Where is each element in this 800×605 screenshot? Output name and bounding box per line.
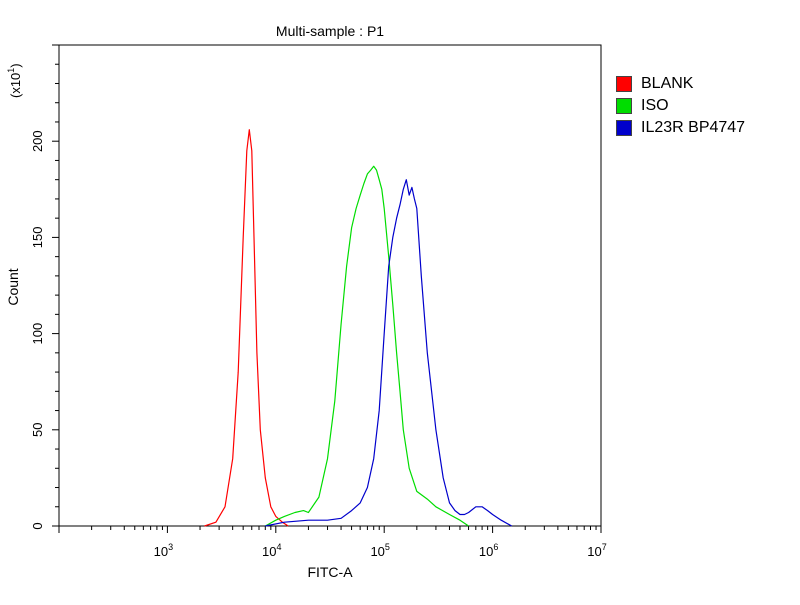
legend-swatch-blank	[616, 76, 632, 92]
y-multiplier-prefix: (x10	[8, 73, 23, 98]
x-tick-label: 105	[370, 542, 389, 559]
y-tick-label: 200	[30, 130, 45, 152]
series-line-iso	[265, 165, 469, 527]
x-tick-label: 107	[587, 542, 606, 559]
legend-label-iso: ISO	[641, 97, 669, 114]
x-tick-label: 103	[154, 542, 173, 559]
y-axis-label: Count	[5, 268, 21, 305]
x-axis-label: FITC-A	[307, 564, 353, 580]
legend-label-il23r: IL23R BP4747	[641, 119, 746, 136]
legend-swatch-il23r	[616, 120, 632, 136]
axis-ticks	[52, 44, 602, 533]
x-tick-labels: 103 104 105 106 107	[154, 542, 607, 559]
y-tick-label: 0	[30, 522, 45, 529]
y-tick-label: 100	[30, 323, 45, 345]
chart-title: Multi-sample : P1	[276, 23, 384, 39]
y-axis-multiplier: (x101)	[6, 63, 23, 98]
plot-frame	[58, 44, 602, 527]
legend-swatch-iso	[616, 98, 632, 114]
legend-label-blank: BLANK	[641, 75, 694, 92]
series-line-il23r-bp4747	[265, 179, 512, 527]
series-lines	[204, 129, 512, 527]
y-tick-label: 150	[30, 227, 45, 249]
y-multiplier-exponent: 1	[6, 68, 16, 73]
y-multiplier-suffix: )	[8, 63, 23, 67]
y-tick-label: 50	[30, 423, 45, 437]
series-line-blank	[204, 129, 289, 527]
x-tick-label: 104	[262, 542, 281, 559]
x-tick-label: 106	[479, 542, 498, 559]
y-tick-labels: 0 50 100 150 200	[30, 130, 45, 529]
